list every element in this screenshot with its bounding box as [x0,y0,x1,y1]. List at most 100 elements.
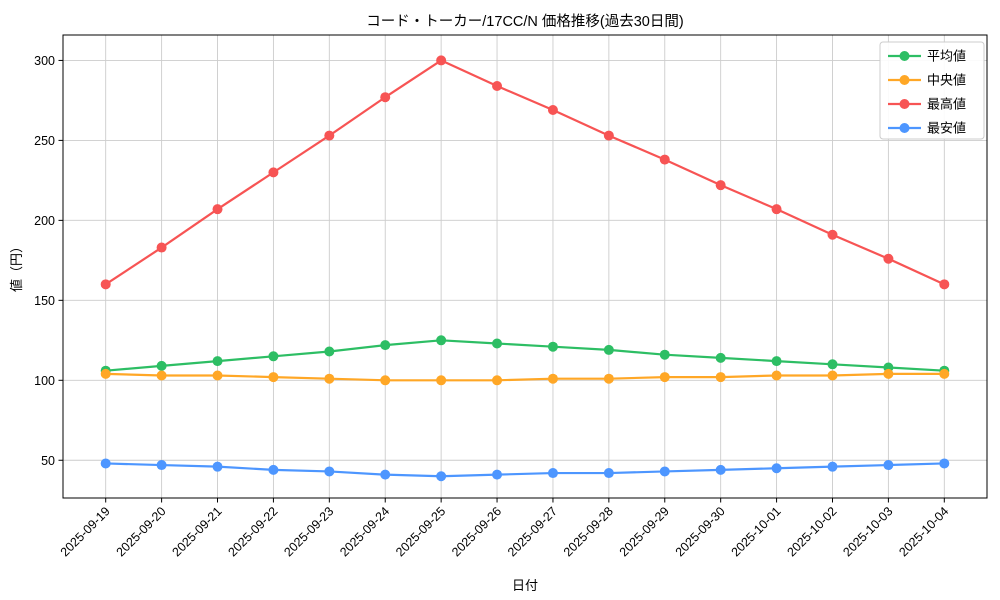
series-marker-最安値 [547,468,558,479]
series-marker-平均値 [380,340,391,351]
series-marker-最安値 [883,460,894,471]
legend-label-平均値: 平均値 [927,49,966,64]
series-marker-中央値 [883,368,894,379]
x-tick-label: 2025-09-24 [337,504,392,559]
y-axis-label: 値（円） [9,240,24,292]
plot-border [62,34,988,499]
series-marker-中央値 [715,372,726,383]
series-marker-最高値 [100,279,111,290]
series-marker-最安値 [212,461,223,472]
series-marker-最安値 [156,460,167,471]
axis-ticks: 2025-09-19 2025-09-20 2025-09-21 2025-09-22… [34,54,951,559]
series-marker-最高値 [939,279,950,290]
series-marker-最高値 [827,229,838,240]
chart-title: コード・トーカー/17CC/N 価格推移(過去30日間) [366,13,683,30]
series-marker-最高値 [436,55,447,66]
x-tick-label: 2025-09-28 [561,504,616,559]
series-marker-中央値 [827,370,838,381]
series-marker-中央値 [492,375,503,386]
series-marker-最高値 [603,130,614,141]
series-marker-平均値 [771,356,782,367]
legend-marker [899,99,910,109]
x-tick-label: 2025-10-01 [729,504,784,559]
series-marker-平均値 [547,341,558,352]
x-axis-label: 日付 [512,578,538,593]
series-marker-中央値 [771,370,782,381]
series-marker-平均値 [212,356,223,367]
series-marker-平均値 [659,349,670,360]
series-marker-最高値 [212,204,223,215]
series-marker-最安値 [939,458,950,469]
series-marker-最高値 [156,242,167,253]
series-line-平均値 [104,339,946,372]
series-marker-最高値 [659,154,670,165]
series-marker-最高値 [268,167,279,178]
legend-marker [899,51,910,61]
series-marker-中央値 [100,368,111,379]
y-tick-label: 50 [41,454,55,468]
x-tick-label: 2025-09-30 [673,504,728,559]
legend-label-中央値: 中央値 [927,73,966,88]
series-marker-平均値 [827,359,838,370]
series-marker-最高値 [324,130,335,141]
series-marker-最高値 [492,81,503,92]
series-marker-平均値 [436,335,447,346]
series-marker-中央値 [603,373,614,384]
y-tick-label: 100 [34,374,55,388]
x-tick-label: 2025-09-29 [617,504,672,559]
series-marker-最安値 [659,466,670,477]
legend-marker [899,75,910,85]
y-tick-label: 200 [34,214,55,228]
series-marker-平均値 [603,344,614,355]
series-group [100,55,950,482]
series-marker-最安値 [715,464,726,475]
series-line-中央値 [104,372,946,382]
series-marker-最高値 [547,105,558,116]
series-marker-最安値 [268,464,279,475]
series-marker-平均値 [715,352,726,363]
x-tick-label: 2025-09-19 [58,504,113,559]
series-line-最高値 [104,59,946,286]
y-tick-label: 250 [34,134,55,148]
x-tick-label: 2025-10-02 [784,504,839,559]
series-marker-最安値 [771,463,782,474]
series-marker-中央値 [380,375,391,386]
series-marker-最安値 [436,471,447,482]
x-tick-label: 2025-09-21 [170,504,225,559]
series-marker-中央値 [156,370,167,381]
x-tick-label: 2025-10-04 [896,504,951,559]
series-marker-中央値 [659,372,670,383]
series-marker-平均値 [324,346,335,357]
x-tick-label: 2025-09-23 [281,504,336,559]
series-marker-最高値 [715,180,726,191]
series-marker-中央値 [436,375,447,386]
series-marker-最安値 [324,466,335,477]
series-marker-中央値 [212,370,223,381]
x-tick-label: 2025-09-27 [505,504,560,559]
y-tick-label: 150 [34,294,55,308]
series-marker-最安値 [100,458,111,469]
gridlines [63,35,987,498]
series-marker-最高値 [883,253,894,264]
x-tick-label: 2025-09-26 [449,504,504,559]
series-marker-最安値 [827,461,838,472]
series-marker-中央値 [547,373,558,384]
series-marker-最高値 [771,204,782,215]
x-tick-label: 2025-10-03 [840,504,895,559]
y-tick-label: 300 [34,54,55,68]
series-marker-最安値 [492,469,503,480]
series-marker-最安値 [603,468,614,479]
series-marker-最安値 [380,469,391,480]
x-tick-label: 2025-09-22 [225,504,280,559]
x-tick-label: 2025-09-20 [114,504,169,559]
series-marker-平均値 [268,351,279,362]
series-marker-中央値 [939,368,950,379]
legend-box [879,41,985,140]
series-marker-平均値 [492,338,503,349]
series-marker-最高値 [380,92,391,103]
series-marker-中央値 [268,372,279,383]
x-tick-label: 2025-09-25 [393,504,448,559]
